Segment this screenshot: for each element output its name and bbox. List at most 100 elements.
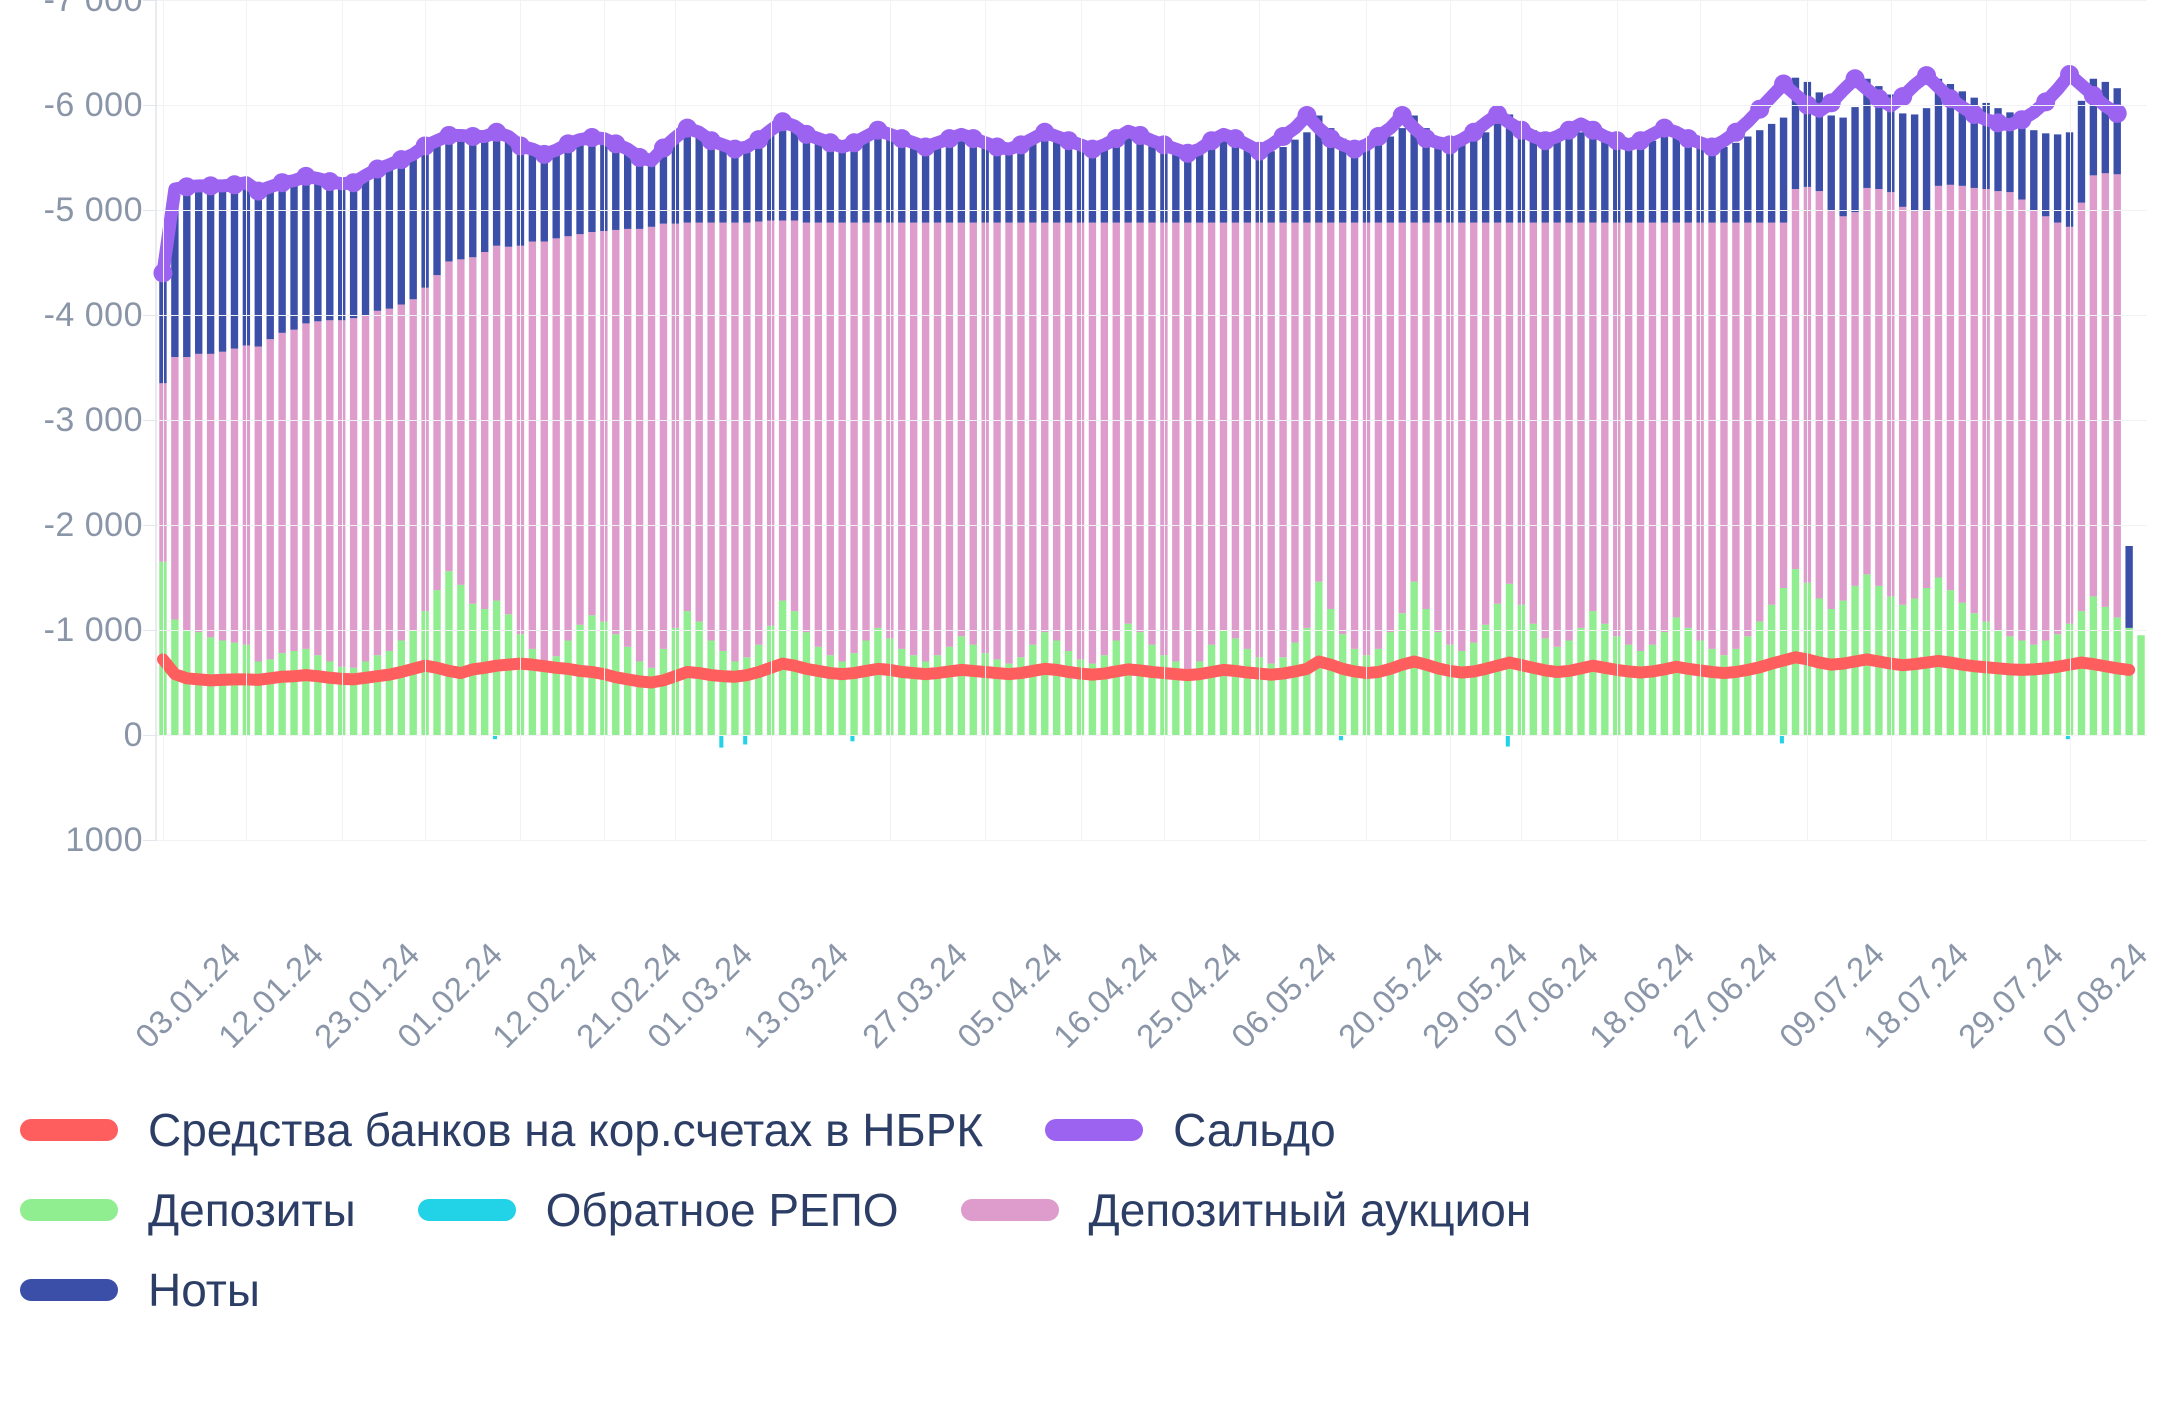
bar-segment — [445, 571, 453, 735]
x-gridline — [425, 0, 427, 840]
bar-segment — [373, 655, 382, 735]
bar-segment — [492, 132, 501, 246]
legend-item[interactable]: Средства банков на кор.счетах в НБРК — [20, 1105, 983, 1155]
y-axis-tick — [143, 0, 157, 1]
saldo-marker — [224, 175, 244, 195]
bar-segment — [1458, 651, 1466, 735]
bar-segment — [1577, 222, 1585, 628]
bar-segment — [1863, 187, 1871, 575]
bar-segment — [1231, 138, 1240, 223]
bar-segment — [969, 222, 977, 645]
bar-segment — [254, 661, 262, 735]
saldo-marker — [1368, 127, 1388, 146]
saldo-marker — [677, 118, 697, 138]
bar-segment — [171, 357, 179, 620]
bar-segment — [826, 655, 834, 735]
bar-segment — [683, 128, 691, 223]
bar-segment — [1100, 655, 1109, 735]
bar-segment — [1124, 131, 1132, 223]
x-gridline — [603, 0, 605, 840]
bar-segment — [445, 135, 453, 262]
bar-segment — [1088, 149, 1097, 223]
legend-item[interactable]: Сальдо — [1045, 1105, 1336, 1155]
bar-segment — [635, 228, 644, 662]
bar-segment — [1636, 222, 1645, 651]
bar-segment — [1922, 108, 1931, 210]
bar-segment — [266, 339, 274, 660]
saldo-marker — [487, 122, 507, 142]
bar-segment — [564, 640, 572, 735]
bar-segment — [1601, 131, 1609, 223]
bar-segment — [1327, 222, 1335, 609]
bar-segment — [612, 634, 620, 735]
bar-segment — [540, 241, 548, 662]
bar-segment — [921, 222, 930, 662]
bar-segment — [945, 138, 954, 223]
saldo-marker — [391, 150, 411, 170]
bar-segment — [1565, 222, 1573, 641]
saldo-marker — [868, 120, 888, 140]
bar-segment — [707, 140, 715, 223]
legend-item[interactable]: Депозитный аукцион — [960, 1185, 1531, 1235]
bar-segment — [1732, 222, 1740, 649]
bar-segment — [2053, 222, 2062, 635]
bar-segment — [790, 220, 799, 612]
legend-row: Средства банков на кор.счетах в НБРК Саль… — [20, 1105, 2140, 1155]
bar-segment — [576, 139, 584, 235]
legend-item[interactable]: Ноты — [20, 1265, 260, 1315]
bar-segment — [1756, 621, 1764, 735]
bar-segment — [1338, 222, 1347, 635]
bar-segment — [1601, 623, 1609, 735]
bar-segment — [2030, 210, 2038, 645]
legend-item[interactable]: Депозиты — [20, 1185, 356, 1235]
bar-segment — [1100, 222, 1109, 656]
bar-segment — [1172, 661, 1180, 735]
bar-segment — [1374, 144, 1383, 223]
bar-segment — [707, 640, 715, 735]
saldo-marker — [939, 129, 959, 149]
bar-segment — [1636, 144, 1645, 223]
legend-item[interactable]: Обратное РЕПО — [417, 1185, 899, 1235]
bar-segment — [1922, 210, 1931, 588]
x-gridline — [1163, 0, 1165, 840]
saldo-marker — [2012, 110, 2032, 130]
repo-bar — [1779, 735, 1784, 744]
bar-segment — [695, 222, 703, 622]
saldo-marker — [296, 166, 316, 186]
x-gridline — [341, 0, 343, 840]
bar-segment — [659, 148, 668, 224]
bar-segment — [1720, 655, 1728, 735]
x-gridline — [770, 0, 772, 840]
bar-segment — [504, 246, 513, 615]
bar-segment — [814, 138, 823, 223]
bar-segment — [314, 178, 322, 322]
bar-segment — [1207, 222, 1216, 645]
bar-segment — [862, 136, 870, 223]
saldo-marker — [2107, 103, 2127, 123]
bar-segment — [921, 661, 930, 735]
bar-segment — [850, 142, 858, 223]
legend-swatch-icon — [20, 1119, 118, 1141]
legend-swatch-icon — [20, 1279, 118, 1301]
bar-segment — [647, 160, 656, 227]
bar-segment — [647, 226, 656, 668]
bar-segment — [576, 234, 584, 625]
bar-segment — [1041, 132, 1049, 223]
legend-swatch-icon — [1045, 1119, 1144, 1141]
y-axis-tick — [143, 105, 157, 106]
bar-segment — [2113, 88, 2121, 175]
bar-segment — [1624, 222, 1633, 645]
bar-segment — [385, 308, 394, 651]
repo-bar — [2065, 735, 2070, 740]
x-axis: 03.01.24 12.01.24 23.01.24 01.02.24 12.02.24… — [128, 840, 2154, 1070]
bar-segment — [933, 142, 942, 223]
x-gridline — [1986, 0, 1988, 840]
bar-segment — [1267, 151, 1275, 223]
bar-segment — [969, 138, 977, 223]
bar-segment — [1184, 153, 1192, 223]
saldo-marker — [201, 176, 221, 196]
bar-segment — [1303, 132, 1311, 223]
bar-segment — [1064, 222, 1073, 651]
bar-segment — [349, 318, 358, 668]
bar-segment — [1732, 142, 1740, 223]
